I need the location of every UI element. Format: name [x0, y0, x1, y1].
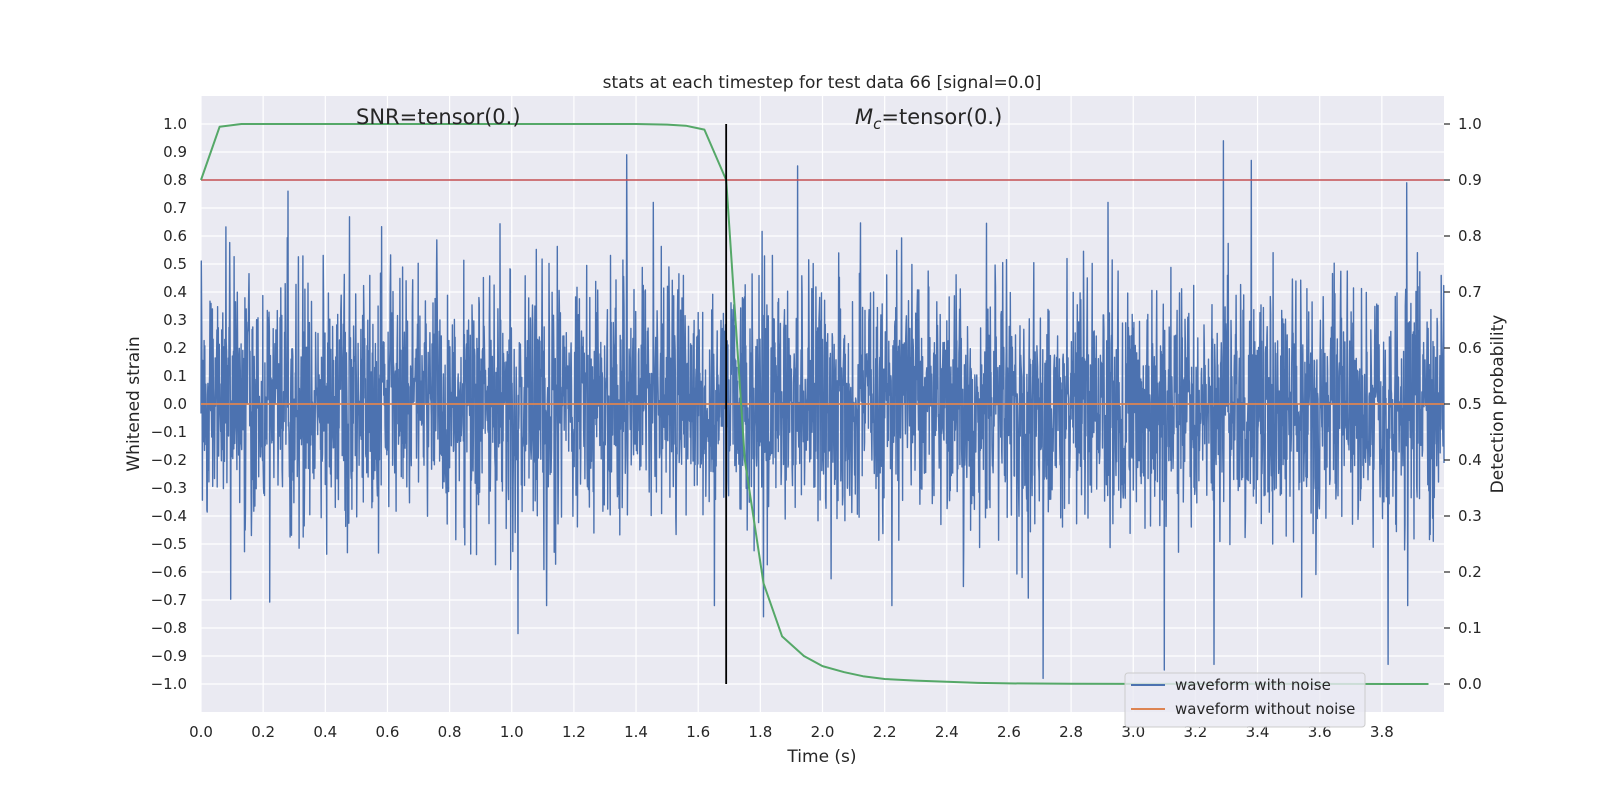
y2-tick-label: 0.0	[1458, 675, 1482, 693]
lines-layer	[200, 123, 1444, 685]
y-tick-label: 1.0	[163, 115, 187, 133]
x-tick-label: 2.8	[1059, 723, 1083, 741]
x-tick-label: 0.0	[189, 723, 213, 741]
y2-tick-label: 0.1	[1458, 619, 1482, 637]
y-tick-label: 0.8	[163, 171, 187, 189]
axes-layer: 0.0 0.2 0.4 0.6 0.8 1.0 1.2 1.4 1.6 1.8 2.0 2.2 2.4 2…	[151, 115, 1482, 741]
y-tick-label: 0.6	[163, 227, 187, 245]
x-tick-label: 2.0	[811, 723, 835, 741]
noise-series	[200, 140, 1445, 680]
y-tick-label: −0.9	[151, 647, 187, 665]
legend-box	[1124, 672, 1366, 728]
chart-title: stats at each timestep for test data 66 …	[603, 73, 1042, 93]
y2-tick-label: 0.8	[1458, 227, 1482, 245]
y2-tick-label: 0.6	[1458, 339, 1482, 357]
y-tick-label: 0.4	[163, 283, 187, 301]
waveform-with-noise-line	[200, 140, 1445, 680]
y2-tick-label: 0.3	[1458, 507, 1482, 525]
x-tick-label: 1.4	[624, 723, 648, 741]
y-tick-label: −0.2	[151, 451, 187, 469]
y-tick-label: −0.3	[151, 479, 187, 497]
mc-annotation: Mc=tensor(0.)	[855, 105, 1002, 133]
y-tick-label: 0.7	[163, 199, 187, 217]
x-tick-label: 0.8	[438, 723, 462, 741]
y-tick-label: 0.5	[163, 255, 187, 273]
y2-tick-label: 1.0	[1458, 115, 1482, 133]
y2-tick-label: 0.2	[1458, 563, 1482, 581]
y-axis-label: Whitened strain	[124, 336, 144, 471]
x-tick-label: 1.8	[748, 723, 772, 741]
detection-probability-line	[200, 123, 1429, 685]
y-tick-label: 0.3	[163, 311, 187, 329]
x-axis-label: Time (s)	[786, 747, 856, 767]
y-tick-label: −0.6	[151, 563, 187, 581]
x-tick-label: 1.0	[500, 723, 524, 741]
y2-tick-label: 0.9	[1458, 171, 1482, 189]
y2-tick-label: 0.4	[1458, 451, 1482, 469]
legend-label-noise: waveform with noise	[1175, 676, 1331, 694]
x-tick-label: 0.4	[313, 723, 337, 741]
y-tick-label: 0.1	[163, 367, 187, 385]
x-tick-label: 1.6	[686, 723, 710, 741]
y2-tick-label: 0.5	[1458, 395, 1482, 413]
y-tick-label: −0.5	[151, 535, 187, 553]
mc-symbol: M	[855, 105, 873, 129]
x-tick-label: 2.4	[935, 723, 959, 741]
y-tick-label: −1.0	[151, 675, 187, 693]
x-tick-label: 1.2	[562, 723, 586, 741]
y-tick-label: −0.4	[151, 507, 187, 525]
x-tick-label: 0.6	[376, 723, 400, 741]
y-tick-label: −0.1	[151, 423, 187, 441]
x-tick-label: 2.2	[873, 723, 897, 741]
y-tick-label: −0.7	[151, 591, 187, 609]
y-tick-label: 0.9	[163, 143, 187, 161]
x-tick-label: 0.2	[251, 723, 275, 741]
y2-tick-label: 0.7	[1458, 283, 1482, 301]
y2-axis-label: Detection probability	[1488, 315, 1508, 494]
y-tick-label: 0.2	[163, 339, 187, 357]
mc-value: =tensor(0.)	[881, 105, 1002, 129]
x-tick-label: 2.6	[997, 723, 1021, 741]
x-tick-label: 3.8	[1370, 723, 1394, 741]
legend-label-clean: waveform without noise	[1175, 700, 1355, 718]
y-tick-label: 0.0	[163, 395, 187, 413]
legend: waveform with noise waveform without noi…	[1124, 672, 1366, 728]
snr-annotation: SNR=tensor(0.)	[356, 105, 521, 129]
mc-subscript: c	[873, 115, 882, 133]
y-tick-label: −0.8	[151, 619, 187, 637]
